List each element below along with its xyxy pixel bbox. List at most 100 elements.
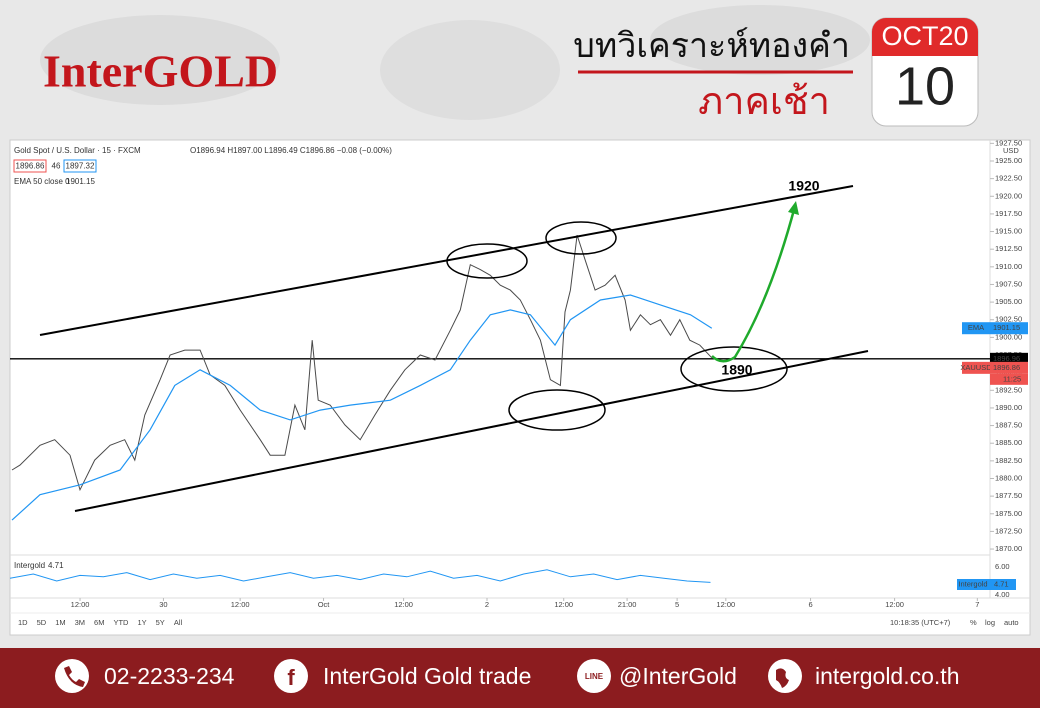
arrow-head (788, 201, 799, 215)
x-tick-label: Oct (318, 600, 331, 609)
y-tick-label: 1872.50 (995, 526, 1022, 535)
symbol: Gold Spot / U.S. Dollar · 15 · FXCM (14, 146, 141, 155)
phone-glyph (64, 666, 85, 687)
y-tick-label: 1870.00 (995, 544, 1022, 553)
y-tick-label: 1912.50 (995, 244, 1022, 253)
y-tick-label: 1900.00 (995, 332, 1022, 341)
facebook: InterGold Gold trade (323, 663, 531, 689)
last-value: 1901.15 (993, 323, 1020, 332)
x-tick-label: 21:00 (618, 600, 637, 609)
highlight-ellipse (508, 389, 606, 431)
range-button[interactable]: 1M (55, 618, 65, 627)
indicator-tick-label: 4.00 (995, 590, 1010, 599)
clock: 10:18:35 (UTC+7) (890, 618, 951, 627)
y-tick-label: 1907.50 (995, 279, 1022, 288)
y-tick-label: 1902.50 (995, 315, 1022, 324)
map-shape (380, 20, 560, 120)
price-line-label: 1896.96 (993, 354, 1020, 363)
ask-box (63, 159, 97, 173)
calendar-month: OCT20 (881, 21, 968, 51)
x-tick-label: 30 (159, 600, 167, 609)
series-line (11, 234, 713, 492)
range-button[interactable]: 1D (18, 618, 28, 627)
series-name-box (962, 361, 990, 374)
x-tick-label: 12:00 (885, 600, 904, 609)
logo: InterGOLD (43, 46, 278, 97)
y-tick-label: 1892.50 (995, 385, 1022, 394)
series-line (11, 294, 713, 521)
x-tick-label: 6 (808, 600, 812, 609)
facebook-icon (274, 659, 308, 693)
y-tick-label: 1877.50 (995, 491, 1022, 500)
range-button[interactable]: 3M (75, 618, 85, 627)
x-tick-label: 12:00 (394, 600, 413, 609)
indicator-name-box (957, 579, 990, 590)
x-tick-label: 12:00 (554, 600, 573, 609)
indicator-axis-name: Intergold (958, 579, 987, 588)
y-tick-label: 1905.00 (995, 297, 1022, 306)
line-glyph: LINE (585, 672, 604, 681)
x-tick-label: 5 (675, 600, 679, 609)
range-button[interactable]: 5Y (156, 618, 165, 627)
indicator-tick-label: 6.00 (995, 562, 1010, 571)
x-tick-label: 2 (485, 600, 489, 609)
scale-option[interactable]: auto (1004, 618, 1019, 627)
last-value: 1896.86 (993, 363, 1020, 372)
calendar-top (872, 18, 978, 56)
forecast-arrow (711, 205, 797, 363)
indicator-name: Intergold (14, 561, 45, 570)
y-tick-label: 1875.00 (995, 509, 1022, 518)
countdown: 11:25 (1003, 374, 1021, 383)
range-button[interactable]: 1Y (137, 618, 146, 627)
phone: 02-2233-234 (104, 663, 235, 689)
facebook-glyph: f (287, 665, 295, 690)
y-tick-label: 1927.50 (995, 138, 1022, 147)
scale-option[interactable]: % (970, 618, 977, 627)
series-name: EMA (968, 323, 984, 332)
ask: 1897.32 (66, 162, 95, 171)
title: บทวิเคราะห์ทองคำ (573, 27, 850, 65)
y-tick-label: 1885.00 (995, 438, 1022, 447)
y-tick-label: 1882.50 (995, 456, 1022, 465)
spread: 46 (52, 162, 61, 171)
subtitle: ภาคเช้า (698, 81, 830, 123)
line-icon (577, 659, 611, 693)
last-value-box (990, 361, 1028, 374)
bid-box (13, 159, 47, 173)
y-tick-label: 1925.00 (995, 156, 1022, 165)
line-id: @InterGold (619, 663, 737, 689)
last-value-box (990, 322, 1028, 335)
range-button[interactable]: 6M (94, 618, 104, 627)
x-tick-label: 7 (975, 600, 979, 609)
range-button[interactable]: All (174, 618, 183, 627)
y-tick-label: 1920.00 (995, 191, 1022, 200)
y-tick-label: 1890.00 (995, 403, 1022, 412)
map-shape (40, 15, 280, 105)
highlight-ellipse (545, 221, 617, 255)
y-tick-label: 1910.00 (995, 262, 1022, 271)
highlight-ellipse (446, 243, 528, 279)
scale-option[interactable]: log (985, 618, 995, 627)
currency: USD (1003, 146, 1019, 155)
range-button[interactable]: YTD (113, 618, 129, 627)
website: intergold.co.th (815, 663, 959, 689)
range-button[interactable]: 5D (37, 618, 47, 627)
bid: 1896.86 (16, 162, 45, 171)
annotation: 1890 (721, 362, 752, 378)
channel-lower (74, 350, 869, 512)
y-tick-label: 1880.00 (995, 473, 1022, 482)
chart-panel (9, 139, 1031, 636)
highlight-ellipse (680, 346, 788, 392)
indicator-value-box (990, 579, 1016, 590)
y-tick-label: 1915.00 (995, 227, 1022, 236)
ema-label: EMA 50 close 0 (14, 177, 70, 186)
ohlc: O1896.94 H1897.00 L1896.49 C1896.86 −0.0… (190, 146, 392, 155)
indicator-line (9, 569, 711, 583)
annotation: 1920 (788, 178, 819, 194)
y-tick-label: 1922.50 (995, 174, 1022, 183)
series-name: XAUUSD (960, 363, 992, 372)
countdown-box (990, 373, 1028, 385)
price-line-box (990, 352, 1028, 365)
series-name-box (962, 322, 990, 335)
